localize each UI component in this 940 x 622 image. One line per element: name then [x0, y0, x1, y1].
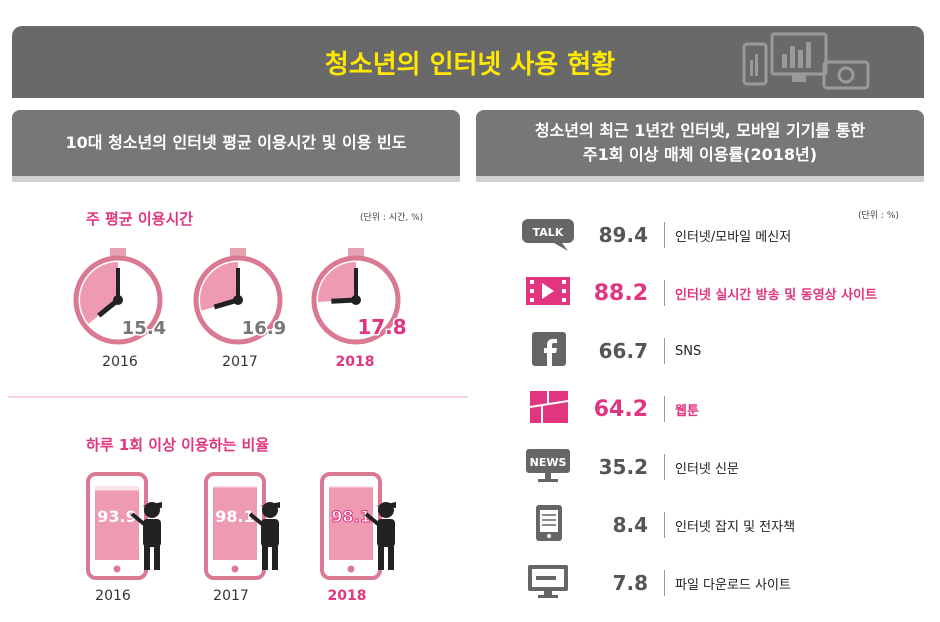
weekly-clock-chart: 15.4 16.9 17.8	[73, 248, 408, 345]
webtoon-icon	[522, 387, 578, 431]
phone-year-2018: 2018	[327, 588, 367, 604]
clock-year-2016: 2016	[102, 354, 138, 370]
phone-value-2016: 93.9	[97, 507, 136, 526]
media-row: 64.2 웹툰	[522, 388, 922, 430]
right-panel-title-line1: 청소년의 최근 1년간 인터넷, 모바일 기기를 통한	[534, 121, 866, 140]
media-row: 7.8 파일 다운로드 사이트	[522, 562, 922, 604]
row-divider	[664, 396, 665, 422]
row-divider	[664, 570, 665, 596]
phone-fill-2016	[95, 490, 139, 560]
weekly-section-title: 주 평균 이용시간	[86, 210, 194, 228]
phone-fill-2017	[213, 487, 257, 560]
phone-value-2018: 98.1	[331, 507, 370, 526]
media-row: TALK 89.4 인터넷/모바일 메신저	[522, 214, 922, 256]
phone-2016: 93.9	[86, 472, 162, 580]
media-value: 66.7	[598, 339, 648, 363]
news-icon: NEWS	[522, 445, 578, 489]
daily-phone-chart: 93.9 98.1 98.1	[86, 472, 396, 580]
media-label: 인터넷 신문	[675, 461, 739, 477]
media-label: 인터넷/모바일 메신저	[675, 229, 792, 245]
left-panel-strip	[12, 176, 460, 182]
media-label: 파일 다운로드 사이트	[675, 577, 791, 593]
phone-value-2017: 98.1	[215, 507, 254, 526]
daily-section-title: 하루 1회 이상 이용하는 비율	[86, 436, 270, 454]
media-value: 7.8	[612, 571, 648, 595]
devices-icon	[742, 32, 870, 90]
media-value: 89.4	[598, 223, 648, 247]
left-panel-header: 10대 청소년의 인터넷 평균 이용시간 및 이용 빈도	[12, 110, 460, 176]
clock-fill-2016	[80, 262, 118, 324]
row-divider	[664, 338, 665, 364]
clock-value-2018: 17.8	[357, 315, 406, 339]
phone-2017: 98.1	[204, 472, 280, 580]
clock-value-2016: 15.4	[122, 318, 166, 339]
clock-value-2017: 16.9	[242, 318, 286, 339]
media-value: 64.2	[593, 396, 648, 422]
person-icon	[364, 502, 396, 570]
clock-fill-2018	[318, 262, 356, 302]
media-value: 88.2	[593, 280, 648, 306]
section-divider	[8, 396, 468, 398]
clock-2018: 17.8	[311, 248, 408, 345]
person-icon	[248, 502, 280, 570]
row-divider	[664, 454, 665, 480]
media-value: 8.4	[612, 513, 648, 537]
left-unit-label: (단위 : 시간, %)	[360, 213, 424, 223]
svg-text:NEWS: NEWS	[530, 456, 567, 469]
clock-year-2018: 2018	[335, 354, 375, 370]
right-panel-strip	[476, 176, 924, 182]
page-title: 청소년의 인터넷 사용 현황	[324, 50, 616, 80]
ebook-icon	[522, 503, 578, 547]
media-row: 88.2 인터넷 실시간 방송 및 동영상 사이트	[522, 272, 922, 314]
media-label: 웹툰	[675, 403, 699, 419]
phone-fill-2018	[329, 487, 373, 560]
svg-text:TALK: TALK	[533, 226, 564, 239]
monitor-icon	[522, 561, 578, 605]
clock-year-2017: 2017	[222, 354, 258, 370]
media-row: 8.4 인터넷 잡지 및 전자책	[522, 504, 922, 546]
right-unit-label: (단위 : %)	[858, 211, 899, 221]
right-panel-title-line2: 주1회 이상 매체 이용률(2018년)	[582, 145, 818, 164]
media-label: 인터넷 실시간 방송 및 동영상 사이트	[675, 287, 878, 303]
clock-2017: 16.9	[193, 248, 288, 345]
media-row: 66.7 SNS	[522, 330, 922, 372]
row-divider	[664, 222, 665, 248]
video-icon	[522, 271, 578, 315]
phone-year-2017: 2017	[213, 588, 249, 604]
talk-icon: TALK	[522, 213, 578, 257]
clock-2016: 15.4	[73, 248, 168, 345]
clock-fill-2017	[200, 262, 238, 311]
facebook-icon	[522, 329, 578, 373]
row-divider	[664, 512, 665, 538]
phone-year-2016: 2016	[95, 588, 131, 604]
row-divider	[664, 280, 665, 306]
media-label: SNS	[675, 343, 702, 359]
left-panel-title: 10대 청소년의 인터넷 평균 이용시간 및 이용 빈도	[65, 133, 407, 152]
media-label: 인터넷 잡지 및 전자책	[675, 519, 796, 535]
person-icon	[130, 502, 162, 570]
phone-2018: 98.1	[320, 472, 396, 580]
media-value: 35.2	[598, 455, 648, 479]
media-row: NEWS 35.2 인터넷 신문	[522, 446, 922, 488]
right-panel-header: 청소년의 최근 1년간 인터넷, 모바일 기기를 통한 주1회 이상 매체 이용…	[476, 110, 924, 176]
